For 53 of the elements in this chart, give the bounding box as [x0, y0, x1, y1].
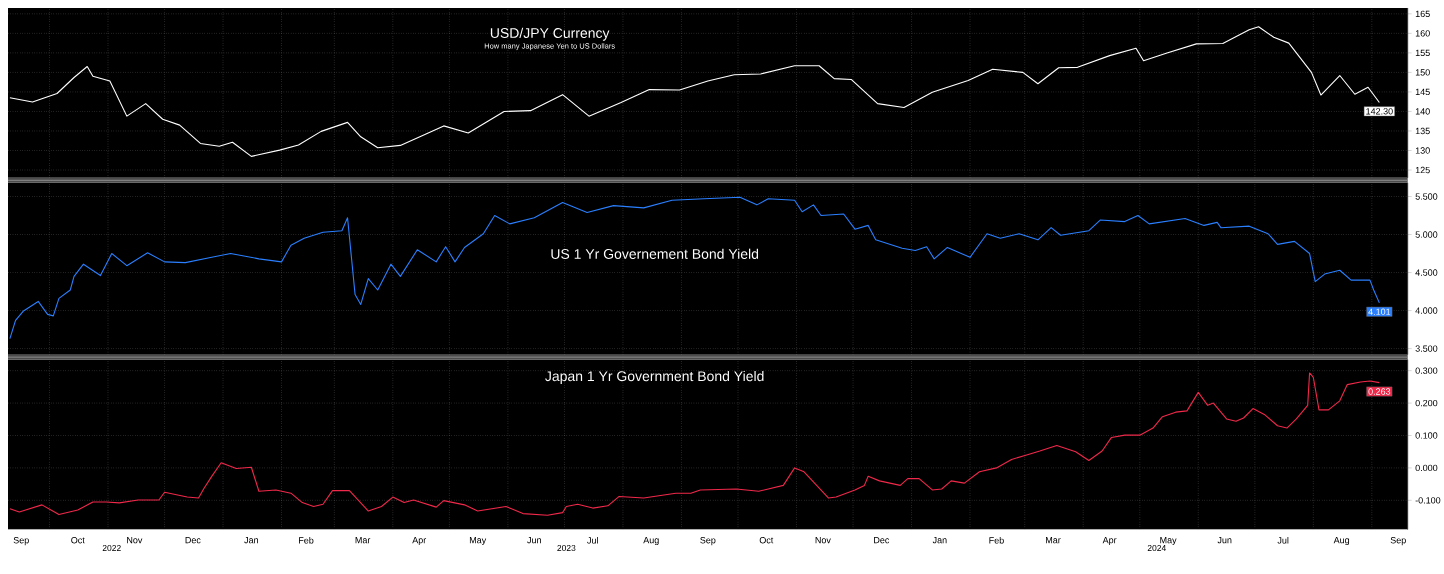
- x2-tick-label: 2022: [102, 544, 121, 551]
- y-tick-label: 4.500: [1415, 269, 1438, 276]
- x-tick-label: Jul: [587, 536, 598, 544]
- x-tick-label: Dec: [185, 536, 201, 544]
- y-tick-label: 150: [1415, 69, 1430, 76]
- y-tick-label: 5.000: [1415, 231, 1438, 238]
- x-tick-label: Jan: [244, 536, 259, 544]
- y-tick-label: 130: [1415, 147, 1430, 154]
- x-tick-label: Feb: [989, 536, 1004, 544]
- x-tick-label: Dec: [874, 536, 890, 544]
- text: USD/JPY Currency: [490, 27, 610, 41]
- y-tick-label: 165: [1415, 10, 1430, 17]
- x-tick-label: Feb: [299, 536, 314, 544]
- annotation: 4.101: [1368, 308, 1391, 315]
- x-tick-label: Aug: [1333, 536, 1350, 545]
- x-tick-label: Aug: [643, 536, 659, 545]
- y-tick-label: 3.500: [1415, 345, 1438, 352]
- y-tick-label: 0.300: [1415, 367, 1438, 374]
- x-tick-label: Oct: [71, 536, 85, 544]
- x-tick-label: May: [469, 536, 487, 545]
- x-tick-label: Jul: [1277, 536, 1289, 544]
- text: US 1 Yr Governement Bond Yield: [551, 248, 759, 259]
- x-tick-label: Sep: [13, 536, 29, 545]
- x-tick-label: Apr: [412, 536, 427, 545]
- y-tick-label: 0.100: [1415, 432, 1438, 439]
- y-tick-label: 5.500: [1415, 193, 1438, 200]
- y-tick-label: 125: [1415, 166, 1430, 174]
- x-tick-label: Jun: [527, 536, 541, 544]
- x-tick-label: May: [1160, 536, 1177, 545]
- y-tick-label: 145: [1415, 88, 1430, 95]
- y-tick-label: 0.000: [1415, 464, 1438, 471]
- annotation: 0.263: [1368, 388, 1391, 395]
- x2-tick-label: 2023: [557, 544, 576, 551]
- x-tick-label: Sep: [1390, 536, 1406, 545]
- y-tick-label: -0.100: [1415, 496, 1441, 504]
- x-tick-label: Sep: [700, 536, 716, 545]
- text: Japan 1 Yr Government Bond Yield: [545, 370, 764, 384]
- x-tick-label: Mar: [1046, 536, 1061, 544]
- x-tick-label: Oct: [759, 536, 774, 544]
- x2-tick-label: 2024: [1147, 544, 1166, 551]
- y-tick-label: 160: [1415, 30, 1430, 37]
- x-tick-label: Jun: [1217, 536, 1232, 544]
- y-tick-label: 155: [1415, 49, 1430, 56]
- x-tick-label: Mar: [355, 536, 371, 544]
- y-tick-label: 135: [1415, 127, 1430, 134]
- x-tick-label: Jan: [932, 536, 947, 544]
- x-tick-label: Nov: [127, 536, 143, 544]
- y-tick-label: 140: [1415, 108, 1430, 115]
- y-tick-label: 0.200: [1415, 399, 1438, 407]
- annotation: 142.30: [1366, 108, 1393, 115]
- x-tick-label: Apr: [1102, 536, 1117, 545]
- x-tick-label: Nov: [815, 536, 831, 544]
- y-tick-label: 4.000: [1415, 307, 1438, 314]
